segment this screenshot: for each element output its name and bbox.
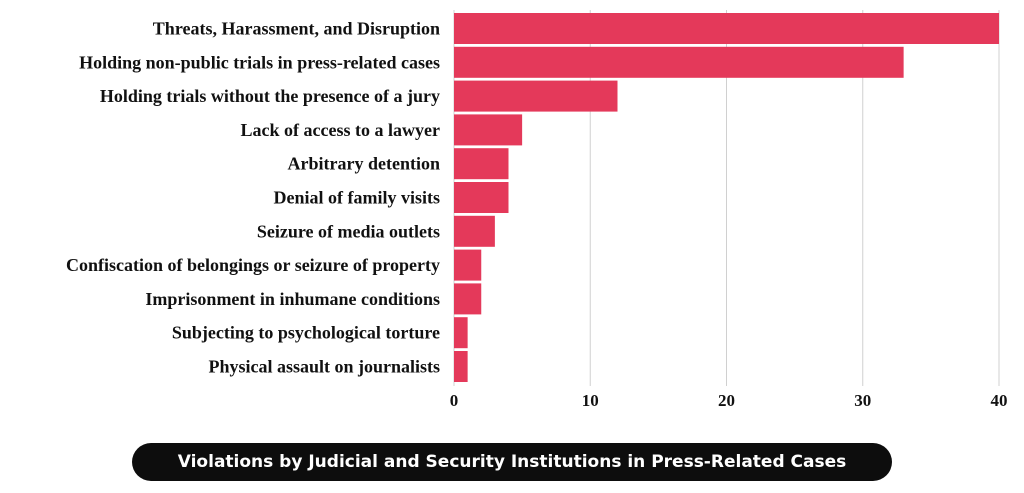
category-label: Physical assault on journalists xyxy=(208,357,440,377)
bar xyxy=(454,46,904,78)
bar xyxy=(454,13,999,44)
x-tick-label: 30 xyxy=(854,391,871,410)
x-tick-label: 40 xyxy=(991,391,1008,410)
category-label: Threats, Harassment, and Disruption xyxy=(153,19,440,39)
bar xyxy=(454,80,618,112)
bar xyxy=(454,114,523,146)
category-label: Holding trials without the presence of a… xyxy=(100,86,440,106)
x-axis-ticks: 0 10 20 30 40 xyxy=(450,391,1008,410)
category-label: Imprisonment in inhumane conditions xyxy=(145,289,440,309)
category-label: Holding non-public trials in press-relat… xyxy=(79,52,440,72)
chart-title: Violations by Judicial and Security Inst… xyxy=(177,452,847,472)
bar xyxy=(454,215,495,247)
bar xyxy=(454,249,482,281)
bar xyxy=(454,182,509,213)
x-tick-label: 10 xyxy=(582,391,599,410)
bar xyxy=(454,317,468,349)
category-label: Denial of family visits xyxy=(274,188,441,208)
category-labels: Threats, Harassment, and Disruption Holdi… xyxy=(66,19,440,377)
bar xyxy=(454,148,509,180)
category-label: Arbitrary detention xyxy=(288,154,440,174)
category-label: Subjecting to psychological torture xyxy=(172,323,440,343)
bar-chart: Threats, Harassment, and Disruption Holdi… xyxy=(66,10,1008,410)
bar xyxy=(454,283,482,315)
bars xyxy=(454,13,999,382)
bar xyxy=(454,351,468,382)
category-label: Lack of access to a lawyer xyxy=(241,120,440,140)
x-tick-label: 20 xyxy=(718,391,735,410)
category-label: Seizure of media outlets xyxy=(257,221,440,241)
chart-title-banner: Violations by Judicial and Security Inst… xyxy=(132,443,892,481)
x-tick-label: 0 xyxy=(450,391,459,410)
category-label: Confiscation of belongings or seizure of… xyxy=(66,255,440,275)
